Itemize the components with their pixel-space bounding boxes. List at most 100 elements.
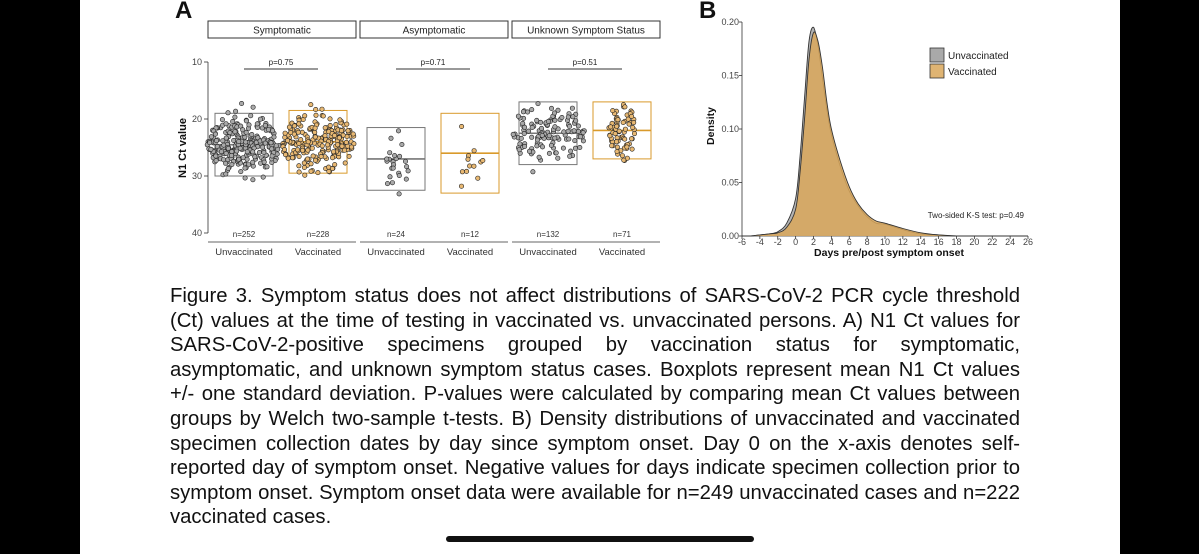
data-point <box>631 120 637 126</box>
data-point <box>392 153 398 159</box>
data-point <box>575 128 581 134</box>
data-point <box>225 110 231 116</box>
p-value-label: p=0.75 <box>269 58 294 67</box>
data-point <box>526 128 532 134</box>
facet-title: Symptomatic <box>253 26 311 37</box>
data-point <box>221 142 227 148</box>
data-point <box>348 144 354 150</box>
data-point <box>250 104 256 110</box>
data-point <box>302 172 308 178</box>
data-point <box>236 139 242 145</box>
data-point <box>631 131 637 137</box>
data-point <box>546 150 552 156</box>
x-tick-label: 20 <box>969 237 979 247</box>
data-point <box>296 163 302 169</box>
group-n-label: n=12 <box>461 230 480 239</box>
data-point <box>548 105 554 111</box>
data-point <box>305 139 311 145</box>
data-point <box>325 142 331 148</box>
data-point <box>518 135 524 141</box>
legend-swatch <box>929 47 945 63</box>
data-point <box>333 122 339 128</box>
data-point <box>539 144 545 150</box>
group-n-label: n=132 <box>537 230 560 239</box>
data-point <box>218 149 224 155</box>
data-point <box>522 124 528 130</box>
legend-swatch <box>929 63 945 79</box>
data-point <box>570 114 576 120</box>
panel-a-beeswarm-chart: A 10 20 30 40 N1 Ct value Symptomatic p=0.75 n=2… <box>175 0 661 258</box>
data-point <box>624 144 630 150</box>
data-point <box>620 120 626 126</box>
data-point <box>615 117 621 123</box>
data-point <box>301 160 307 166</box>
data-point <box>221 157 227 163</box>
data-point <box>566 136 572 142</box>
data-point <box>214 138 220 144</box>
data-point <box>567 153 573 159</box>
data-point <box>517 141 523 147</box>
data-point <box>252 154 258 160</box>
x-tick-label: 8 <box>865 237 870 247</box>
x-tick-label: 16 <box>934 237 944 247</box>
data-point <box>530 169 536 175</box>
facet-title: Asymptomatic <box>403 26 466 37</box>
data-point <box>529 107 535 113</box>
data-point <box>622 104 628 110</box>
data-point <box>525 109 531 115</box>
data-point <box>387 150 393 156</box>
y-tick-label: 0.05 <box>721 178 739 188</box>
data-point <box>510 131 516 137</box>
x-category-label: Unvaccinated <box>519 247 577 258</box>
data-point <box>213 158 219 164</box>
data-point <box>538 119 544 125</box>
data-point <box>561 129 567 135</box>
data-point <box>567 123 573 129</box>
data-point <box>269 153 275 159</box>
data-point <box>536 154 542 160</box>
x-tick-label: 6 <box>847 237 852 247</box>
legend-entry: Vaccinated <box>948 67 997 78</box>
x-category-label: Unvaccinated <box>367 247 425 258</box>
data-point <box>580 130 586 136</box>
data-point <box>622 136 628 142</box>
data-point <box>395 128 401 134</box>
data-point <box>282 134 288 140</box>
data-point <box>332 162 338 168</box>
data-point <box>295 129 301 135</box>
data-point <box>572 145 578 151</box>
y-tick-label: 30 <box>192 171 202 181</box>
data-point <box>319 143 325 149</box>
home-indicator-bar[interactable] <box>446 536 754 542</box>
data-point <box>301 165 307 171</box>
data-point <box>404 164 410 170</box>
data-point <box>260 144 266 150</box>
data-point <box>336 135 342 141</box>
y-tick-label: 40 <box>192 228 202 238</box>
data-point <box>223 171 229 177</box>
data-point <box>458 183 464 189</box>
data-point <box>538 125 544 131</box>
data-point <box>614 123 620 129</box>
data-point <box>238 169 244 175</box>
group-n-label: n=252 <box>233 230 256 239</box>
data-point <box>403 176 409 182</box>
data-point <box>282 147 288 153</box>
data-point <box>273 143 279 149</box>
data-point <box>522 144 528 150</box>
data-point <box>286 124 292 130</box>
data-point <box>337 117 343 123</box>
data-point <box>629 136 635 142</box>
data-point <box>546 133 552 139</box>
x-category-label: Vaccinated <box>447 247 493 258</box>
data-point <box>629 113 635 119</box>
data-point <box>529 134 535 140</box>
data-point <box>625 116 631 122</box>
data-point <box>229 162 235 168</box>
data-point <box>539 132 545 138</box>
data-point <box>291 131 297 137</box>
data-point <box>535 101 541 107</box>
panel-b-label: B <box>699 0 716 24</box>
x-tick-label: 2 <box>811 237 816 247</box>
